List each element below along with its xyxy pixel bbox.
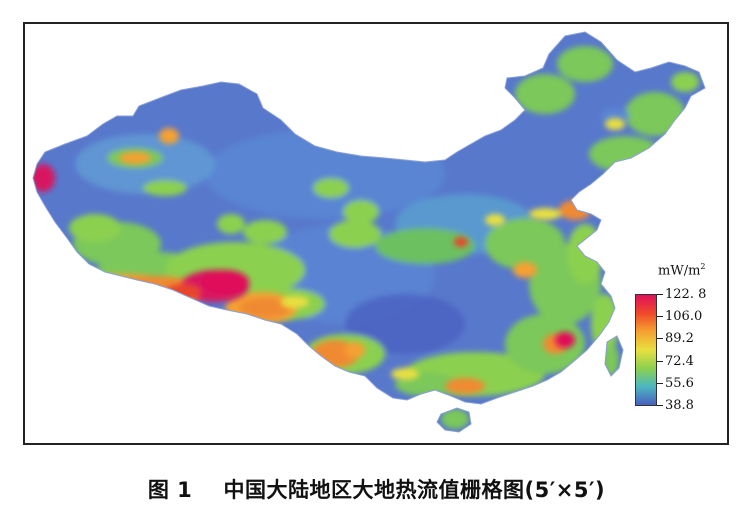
legend-tick-label: 89.2: [665, 331, 694, 346]
legend-tick-mark: [657, 294, 663, 295]
legend-tick-mark: [657, 361, 663, 362]
figure-label: 图 1: [147, 478, 193, 502]
legend-tick-mark: [657, 405, 663, 406]
figure-frame: [23, 22, 729, 445]
legend-tick-label: 106.0: [665, 309, 703, 324]
legend-tick-label: 38.8: [665, 398, 694, 413]
legend-tick-label: 72.4: [665, 354, 694, 369]
legend-tick-label: 55.6: [665, 376, 694, 391]
legend-unit-label: mW/m2: [658, 262, 706, 279]
figure-caption: 图 1 中国大陆地区大地热流值栅格图(5′×5′): [0, 474, 753, 504]
caption-text: 中国大陆地区大地热流值栅格图(5′×5′): [223, 478, 606, 502]
heat-flow-map: [25, 24, 727, 443]
legend-tick-mark: [657, 316, 663, 317]
legend-tick-mark: [657, 383, 663, 384]
legend-tick-mark: [657, 338, 663, 339]
legend-tick-label: 122. 8: [665, 287, 707, 302]
hainan-island: [436, 407, 472, 433]
legend-colorbar: [635, 294, 657, 406]
taiwan-island: [604, 335, 624, 377]
